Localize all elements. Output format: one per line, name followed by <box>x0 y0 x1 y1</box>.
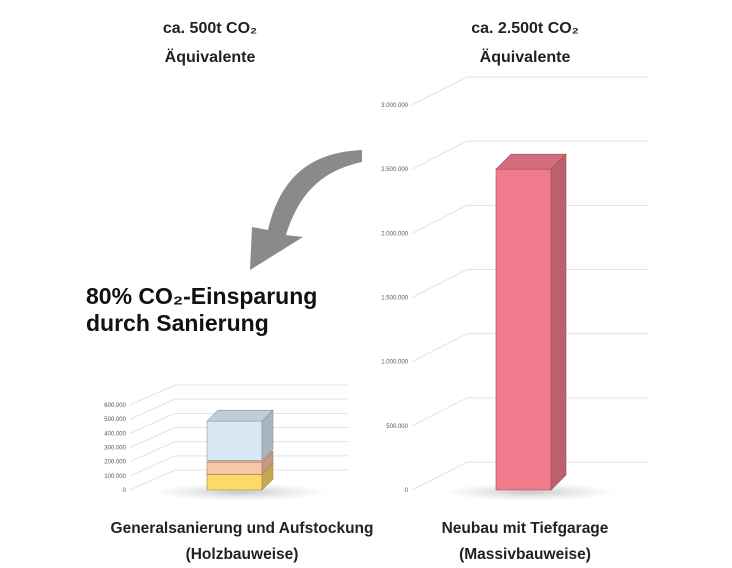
right-chart-tick-label: 2.000.000 <box>381 231 408 237</box>
left-chart-gridline <box>129 427 348 448</box>
right-header-line1: ca. 2.500t CO₂ <box>471 20 579 37</box>
right-chart-gridline <box>411 140 648 170</box>
left-chart: 0 100.000 200.000 300.000 400.000 500.000 600.… <box>104 384 348 501</box>
left-chart-bar-front <box>206 461 263 475</box>
left-caption-line2: (Holzbauweise) <box>185 546 299 563</box>
left-chart-gridline <box>129 398 348 420</box>
left-chart-tick-label: 300.000 <box>104 446 126 452</box>
left-header-line2: Äquivalente <box>164 49 256 66</box>
right-chart-tick-label: 500.000 <box>386 424 408 430</box>
right-header-line2: Äquivalente <box>479 49 571 66</box>
left-chart-gridline <box>129 412 348 434</box>
left-header-line1: ca. 500t CO₂ <box>162 20 258 37</box>
left-chart-gridline <box>129 441 348 463</box>
savings-heading: 80% CO₂-Einsparung durch Sanierung <box>86 283 317 337</box>
right-chart-tick-label: 0 <box>405 488 409 494</box>
left-chart-bar-top <box>206 409 274 422</box>
left-chart-tick-label: 0 <box>123 488 127 494</box>
left-chart-bar-front <box>206 420 263 461</box>
right-chart: 0 500.000 1.000.000 1.500.000 2.000.000 2.500… <box>381 76 648 501</box>
left-chart-tick-label: 100.000 <box>104 474 126 480</box>
right-chart-tick-label: 3.000.000 <box>381 103 408 109</box>
right-chart-tick-label: 1.500.000 <box>381 296 408 302</box>
left-chart-floor-shadow <box>152 483 329 501</box>
right-chart-tick-label: 1.000.000 <box>381 360 408 366</box>
left-caption-line1: Generalsanierung und Aufstockung <box>110 520 374 537</box>
left-chart-caption: Generalsanierung und Aufstockung (Holzba… <box>92 516 392 568</box>
left-chart-header: ca. 500t CO₂ Äquivalente <box>95 14 325 72</box>
left-chart-gridline <box>129 469 348 491</box>
savings-line1: 80% CO₂-Einsparung <box>86 283 318 309</box>
right-caption-line2: (Massivbauweise) <box>459 546 591 563</box>
right-chart-gridline <box>411 461 648 491</box>
right-caption-line1: Neubau mit Tiefgarage <box>441 520 609 537</box>
left-chart-tick-label: 500.000 <box>104 417 126 423</box>
curved-arrow-icon <box>250 150 362 270</box>
left-chart-gridline <box>129 455 348 477</box>
savings-line2: durch Sanierung <box>86 310 269 336</box>
right-chart-bar-side <box>550 153 567 491</box>
right-chart-gridline <box>411 333 648 363</box>
right-chart-tick-label: 2.500.000 <box>381 167 408 173</box>
left-chart-gridline <box>129 384 348 406</box>
right-chart-caption: Neubau mit Tiefgarage (Massivbauweise) <box>400 516 650 568</box>
right-chart-gridline <box>411 204 648 234</box>
right-chart-bar-front <box>495 168 552 491</box>
left-chart-tick-label: 400.000 <box>104 431 126 437</box>
right-chart-gridline <box>411 397 648 427</box>
left-chart-tick-label: 600.000 <box>104 403 126 409</box>
right-chart-bar-top <box>495 153 567 170</box>
left-chart-bar-front <box>206 474 263 491</box>
right-chart-floor-shadow <box>441 483 618 501</box>
left-chart-tick-label: 200.000 <box>104 460 126 466</box>
right-chart-gridline <box>411 269 648 298</box>
right-chart-header: ca. 2.500t CO₂ Äquivalente <box>410 14 640 72</box>
right-chart-gridline <box>411 76 648 106</box>
